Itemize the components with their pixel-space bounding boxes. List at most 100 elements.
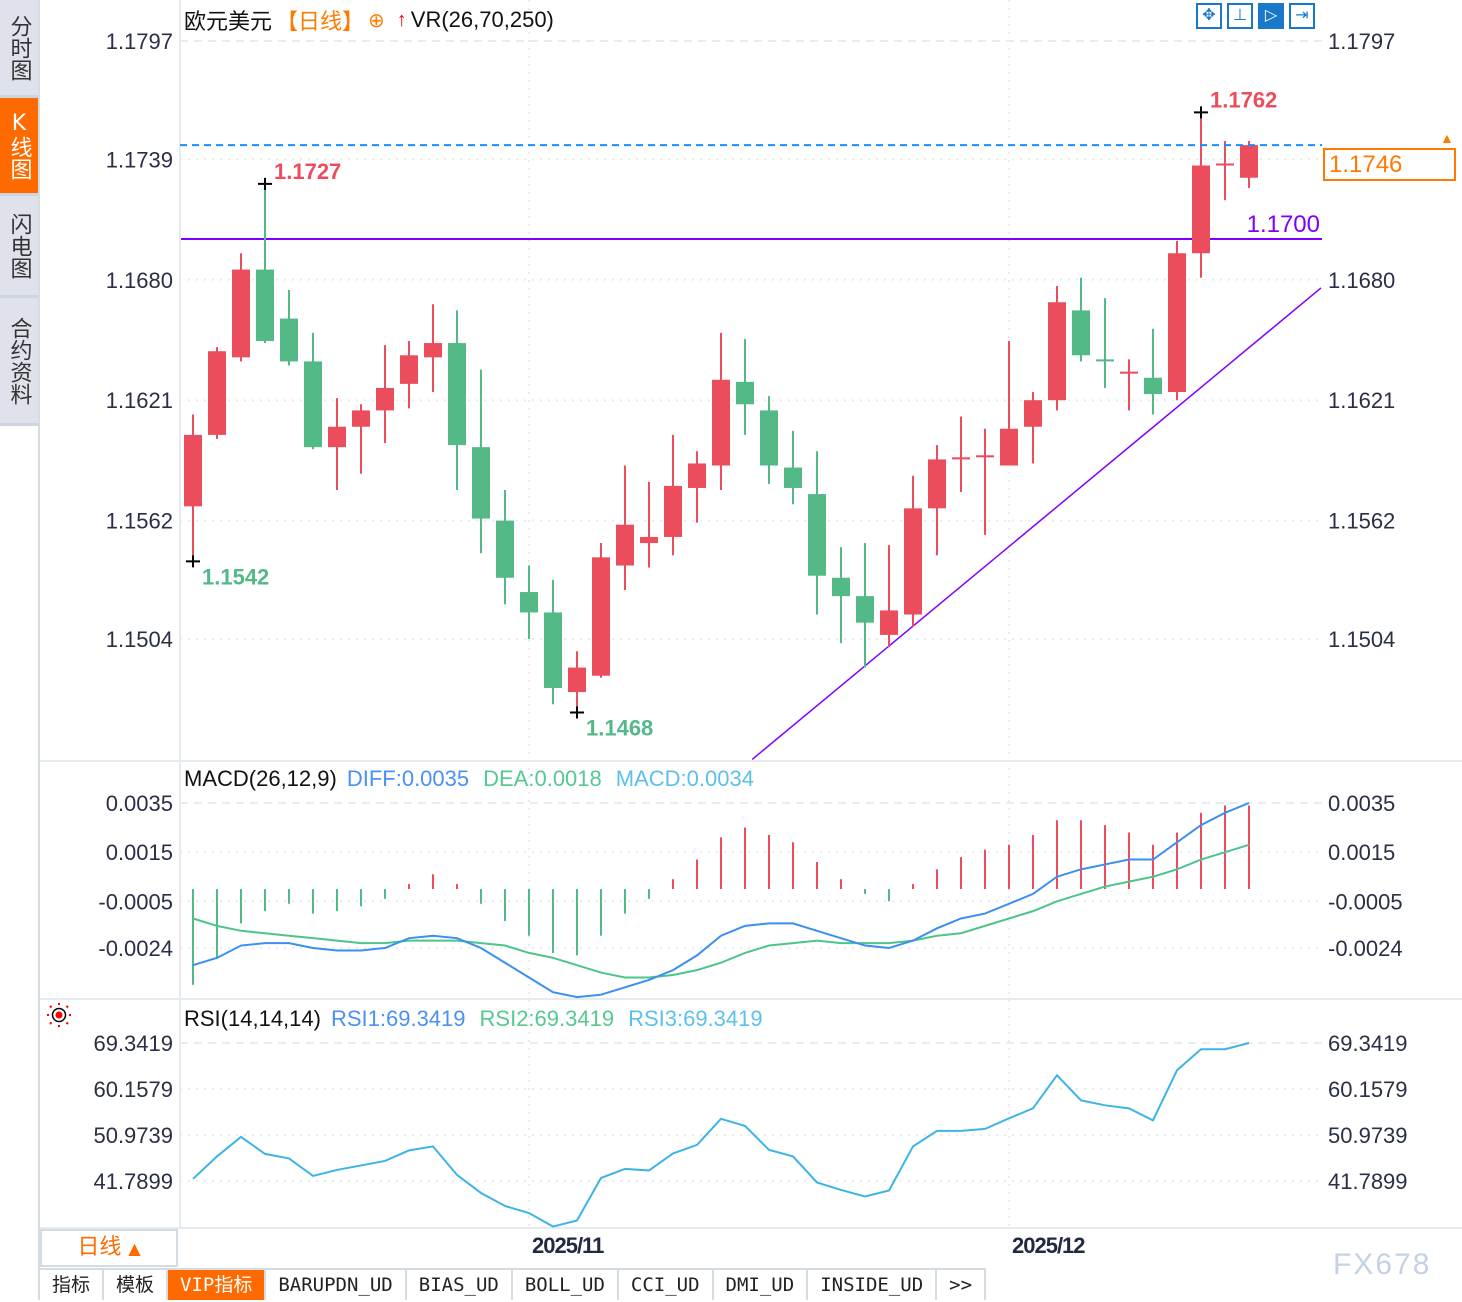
tab-indicators[interactable]: 指标 (40, 1270, 105, 1300)
candle (328, 398, 346, 490)
crosshair-icon[interactable]: ✥ (1196, 3, 1222, 29)
macd-title[interactable]: MACD(26,12,9) (184, 766, 337, 791)
sidebar-tab-contract-info[interactable]: 合约资料 (0, 298, 38, 426)
annotations: 1.1700 1.1727 1.1542 1.1468 1.1762 (180, 87, 1322, 740)
candle-body (1144, 377, 1162, 395)
candle (568, 651, 586, 713)
rsi2-value: RSI2:69.3419 (479, 1006, 615, 1031)
candle-body (376, 387, 394, 411)
extreme-marker (258, 177, 272, 190)
candle (1024, 392, 1042, 464)
sun-target-icon[interactable] (44, 1002, 74, 1028)
candle (928, 445, 946, 556)
candle-body (640, 536, 658, 544)
candle (448, 310, 466, 490)
candle-body (280, 318, 298, 362)
candle (880, 545, 898, 648)
price-y-tick-right: 1.1621 (1328, 388, 1395, 413)
candle (1168, 241, 1186, 401)
date-tick-dec: 2025/12 (1012, 1233, 1086, 1258)
trendline (751, 287, 1322, 760)
candle-body (1168, 253, 1186, 393)
candle (400, 341, 418, 409)
candle-body (952, 457, 970, 460)
triangle-up-icon: ▲ (128, 1239, 141, 1258)
candle-body (304, 361, 322, 448)
chart-toolbar: ✥ ⊥ ▷ ⇥ (1196, 3, 1315, 29)
tab-bias-ud[interactable]: BIAS_UD (407, 1270, 513, 1300)
grid-lines (180, 0, 1322, 1228)
candle (664, 434, 682, 556)
extreme-marker (186, 555, 200, 568)
candle (1192, 112, 1210, 278)
sidebar-tab-kline[interactable]: K线图 (0, 98, 38, 196)
candle (712, 332, 730, 490)
period-label[interactable]: 【日线】 (276, 9, 365, 34)
macd-macd-value: MACD:0.0034 (615, 766, 754, 791)
candle-body (544, 612, 562, 688)
tabs-more-button[interactable]: >> (937, 1270, 987, 1300)
range-select-icon[interactable]: ⊥ (1227, 3, 1253, 29)
macd-y-tick-right: 0.0035 (1328, 791, 1395, 816)
candle-body (1240, 145, 1258, 178)
price-pane (181, 112, 1322, 760)
macd-y-tick-left: 0.0015 (106, 840, 173, 865)
scroll-to-latest-icon[interactable]: ▲ (1440, 130, 1454, 146)
tab-boll-ud[interactable]: BOLL_UD (513, 1270, 619, 1300)
rsi-y-tick-right: 69.3419 (1328, 1031, 1408, 1056)
sidebar-tab-timeshare[interactable]: 分时图 (0, 0, 38, 98)
candle-body (832, 577, 850, 597)
price-y-tick-right: 1.1504 (1328, 627, 1395, 652)
chart-header: 欧元美元 【日线】 ⊕ ↑ VR(26,70,250) (184, 4, 554, 36)
period-selector[interactable]: 日线 ▲ (40, 1229, 178, 1267)
candle (856, 543, 874, 668)
tab-templates[interactable]: 模板 (104, 1270, 169, 1300)
tab-cci-ud[interactable]: CCI_UD (619, 1270, 714, 1300)
tab-vip-indicators[interactable]: VIP指标 (168, 1270, 267, 1300)
candle-body (928, 459, 946, 509)
candle (472, 369, 490, 554)
rsi-title[interactable]: RSI(14,14,14) (184, 1006, 321, 1031)
macd-y-tick-right: -0.0024 (1328, 936, 1403, 961)
candle (304, 332, 322, 450)
candle-body (736, 381, 754, 405)
move-right-icon[interactable]: ⇥ (1289, 3, 1315, 29)
candle-body (208, 351, 226, 435)
sidebar: 分时图 K线图 闪电图 合约资料 (0, 0, 40, 1300)
macd-diff-value: DIFF:0.0035 (346, 766, 470, 791)
indicator-vr[interactable]: VR(26,70,250) (410, 7, 554, 32)
candle-body (400, 355, 418, 384)
rsi-y-tick-right: 41.7899 (1328, 1169, 1408, 1194)
macd-y-tick-left: -0.0005 (98, 889, 173, 914)
high_right-label: 1.1762 (1210, 87, 1277, 112)
circle-plus-icon[interactable]: ⊕ (368, 9, 385, 32)
macd-y-tick-left: -0.0024 (98, 936, 173, 961)
candle (1096, 298, 1114, 388)
macd-pane (192, 802, 1250, 999)
tab-barupdn-ud[interactable]: BARUPDN_UD (266, 1270, 407, 1300)
candle (520, 565, 538, 639)
macd-dea-value: DEA:0.0018 (483, 766, 602, 791)
candle-body (1048, 302, 1066, 401)
date-tick-nov: 2025/11 (532, 1233, 604, 1258)
candle (1072, 277, 1090, 362)
price-y-tick-left: 1.1680 (106, 268, 173, 293)
tab-dmi-ud[interactable]: DMI_UD (714, 1270, 809, 1300)
sidebar-tab-flash[interactable]: 闪电图 (0, 196, 38, 298)
rsi-y-tick-left: 41.7899 (93, 1169, 173, 1194)
price-y-tick-left: 1.1562 (106, 509, 173, 534)
candle-body (424, 343, 442, 358)
last-price-tag: 1.1746 (1323, 148, 1456, 181)
tab-inside-ud[interactable]: INSIDE_UD (808, 1270, 938, 1300)
candle (640, 481, 658, 568)
rsi-y-tick-left: 60.1579 (93, 1077, 173, 1102)
low_mid-label: 1.1468 (586, 715, 653, 740)
candle (736, 338, 754, 435)
red-up-arrow-icon[interactable]: ↑ (396, 8, 407, 31)
candle (1000, 341, 1018, 466)
play-cursor-icon[interactable]: ▷ (1258, 3, 1284, 29)
candle-body (1216, 163, 1234, 166)
candle-body (1192, 165, 1210, 254)
candle-body (688, 463, 706, 488)
